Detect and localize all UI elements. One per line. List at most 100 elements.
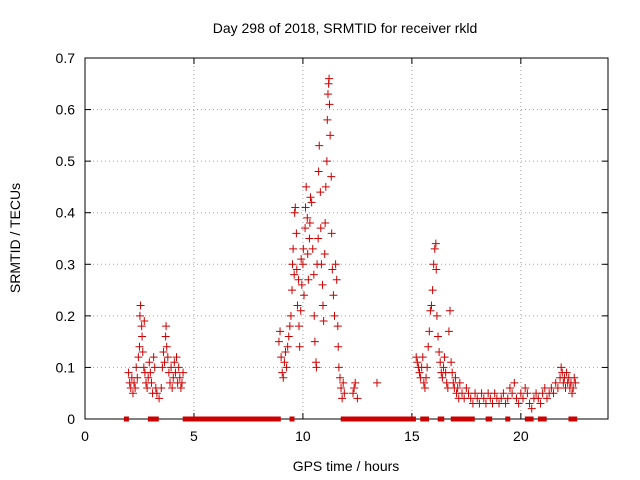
data-point: [340, 389, 349, 398]
data-point: [138, 332, 147, 341]
data-point: [162, 342, 171, 351]
data-point: [327, 172, 336, 181]
data-point: [490, 389, 499, 398]
data-point: [291, 203, 300, 212]
data-point: [292, 229, 301, 238]
y-axis-label: SRMTID / TECUs: [7, 183, 23, 293]
data-point: [138, 347, 147, 356]
x-axis-label: GPS time / hours: [293, 458, 400, 474]
y-tick-label: 0.1: [56, 359, 76, 375]
data-point: [432, 311, 441, 320]
data-markers: [123, 74, 580, 422]
y-tick-label: 0.6: [56, 102, 76, 118]
data-point: [350, 384, 359, 393]
data-point: [519, 394, 528, 403]
data-point: [134, 353, 143, 362]
data-point: [571, 378, 580, 387]
data-point: [162, 322, 171, 331]
zero-value-marker: [187, 416, 281, 422]
data-point: [323, 90, 332, 99]
data-point: [308, 244, 317, 253]
data-point: [294, 275, 303, 284]
data-point: [137, 322, 146, 331]
data-point: [144, 373, 153, 382]
data-point: [420, 384, 429, 393]
data-point: [130, 378, 139, 387]
data-point: [124, 368, 133, 377]
data-point: [131, 384, 140, 393]
data-point: [451, 373, 460, 382]
data-point: [155, 394, 164, 403]
y-tick-label: 0.2: [56, 308, 76, 324]
data-point: [290, 208, 299, 217]
data-point: [161, 332, 170, 341]
data-point: [319, 317, 328, 326]
data-point: [168, 384, 177, 393]
data-point: [152, 389, 161, 398]
data-point: [283, 342, 292, 351]
data-point: [329, 291, 338, 300]
zero-value-marker: [147, 416, 159, 422]
data-point: [335, 373, 344, 382]
data-point: [419, 378, 428, 387]
data-point: [427, 301, 436, 310]
data-point: [165, 378, 174, 387]
x-tick-labels: 0 5 10 15 20: [81, 428, 529, 444]
data-point: [415, 368, 424, 377]
data-point: [429, 260, 438, 269]
grid-lines: [85, 58, 608, 419]
data-point: [139, 363, 148, 372]
zero-value-marker: [568, 416, 578, 422]
data-point: [145, 358, 154, 367]
data-point: [332, 275, 341, 284]
data-point: [172, 353, 181, 362]
data-point: [167, 363, 176, 372]
data-point: [146, 368, 155, 377]
zero-value-marker: [340, 416, 416, 422]
data-point: [557, 363, 566, 372]
data-point: [301, 203, 310, 212]
data-point: [435, 347, 444, 356]
data-point: [316, 188, 325, 197]
data-point: [323, 115, 332, 124]
data-point: [297, 255, 306, 264]
data-point: [171, 368, 180, 377]
data-point: [351, 378, 360, 387]
data-point: [549, 389, 558, 398]
data-point: [163, 353, 172, 362]
zero-value-marker: [182, 416, 188, 422]
data-point: [135, 311, 144, 320]
data-point: [514, 399, 523, 408]
data-point: [294, 322, 303, 331]
data-point: [431, 239, 440, 248]
data-point: [300, 291, 309, 300]
data-point: [338, 394, 347, 403]
data-point: [133, 373, 142, 382]
data-point: [353, 394, 362, 403]
data-point: [447, 358, 456, 367]
data-point: [327, 229, 336, 238]
x-tick-label: 20: [513, 428, 529, 444]
y-tick-label: 0.5: [56, 153, 76, 169]
data-point: [422, 373, 431, 382]
data-point: [521, 384, 530, 393]
data-point: [135, 342, 144, 351]
data-point: [310, 337, 319, 346]
zero-value-marker: [505, 416, 511, 422]
x-tick-label: 10: [295, 428, 311, 444]
data-point: [321, 182, 330, 191]
data-point: [339, 378, 348, 387]
data-point: [423, 363, 432, 372]
data-point: [553, 384, 562, 393]
y-tick-label: 0.4: [56, 205, 76, 221]
data-point: [436, 358, 445, 367]
data-point: [568, 389, 577, 398]
x-tick-label: 0: [81, 428, 89, 444]
zero-value-marker: [289, 416, 295, 422]
data-point: [446, 306, 455, 315]
data-point: [303, 213, 312, 222]
data-point: [508, 389, 517, 398]
data-point: [453, 384, 462, 393]
data-point: [322, 157, 331, 166]
data-point: [334, 363, 343, 372]
